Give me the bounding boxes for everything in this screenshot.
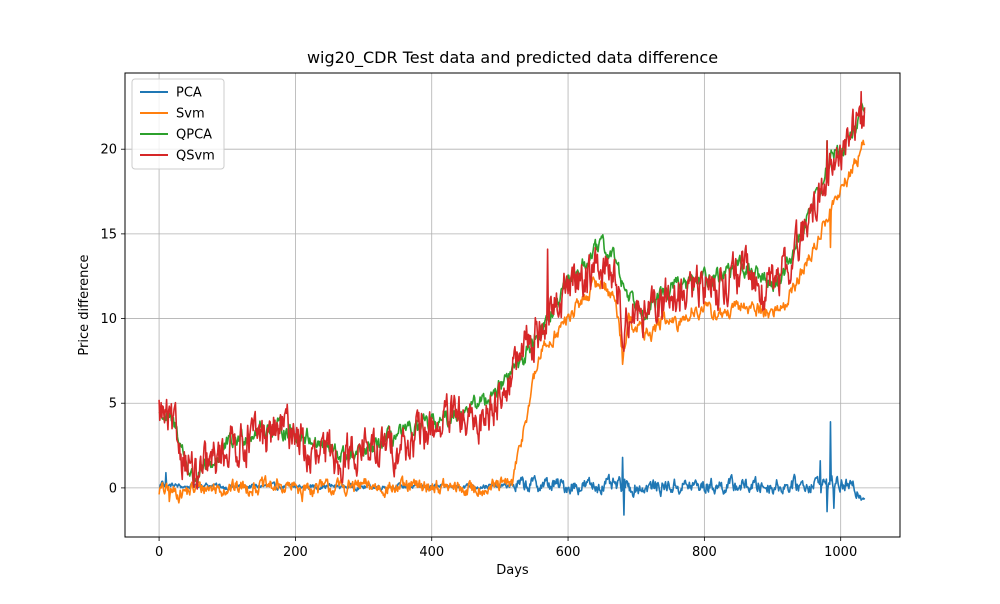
axis-ticks: 0 200 400 600 800 1000 0 5 10 15 20 (100, 143, 857, 560)
x-axis-title: Days (496, 563, 529, 578)
legend-label-pca: PCA (176, 86, 202, 101)
y-tick-label: 0 (109, 481, 117, 496)
x-tick-label: 0 (155, 545, 163, 560)
x-tick-label: 200 (283, 545, 308, 560)
series-lines (158, 90, 866, 516)
legend: PCA Svm QPCA QSvm (131, 78, 225, 170)
series-line-svm (158, 139, 866, 504)
y-tick-label: 20 (100, 143, 117, 158)
chart-title: wig20_CDR Test data and predicted data d… (307, 48, 718, 68)
x-tick-label: 1000 (824, 545, 857, 560)
x-tick-label: 400 (419, 545, 444, 560)
legend-box (131, 78, 225, 170)
y-tick-label: 15 (100, 227, 117, 242)
x-tick-label: 600 (556, 545, 581, 560)
series-line-qsvm (158, 90, 866, 490)
plot-frame (124, 72, 901, 538)
y-tick-label: 10 (100, 312, 117, 327)
legend-label-svm: Svm (176, 107, 205, 122)
x-tick-label: 800 (692, 545, 717, 560)
legend-label-qsvm: QSvm (176, 149, 215, 164)
y-axis-title: Price difference (77, 254, 92, 355)
legend-label-qpca: QPCA (176, 128, 212, 143)
y-tick-label: 5 (109, 397, 117, 412)
